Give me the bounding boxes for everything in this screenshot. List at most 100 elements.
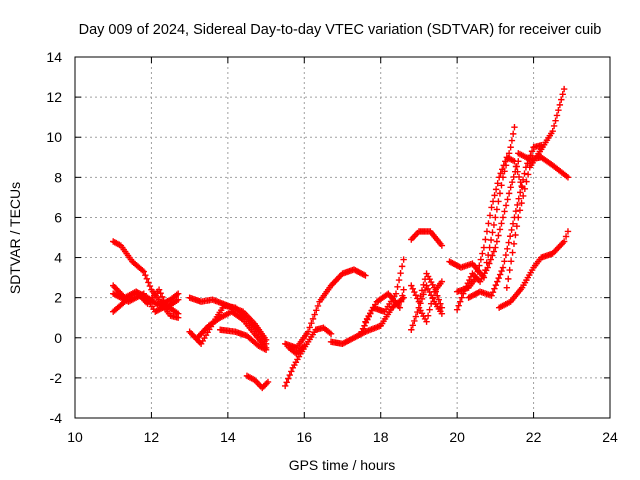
data-point (412, 313, 420, 320)
data-point (486, 212, 494, 219)
data-point (508, 178, 516, 186)
x-axis-label: GPS time / hours (289, 457, 396, 473)
data-point (489, 252, 496, 259)
data-point (496, 271, 504, 278)
data-point (396, 304, 404, 311)
data-point (513, 223, 521, 230)
series-track-v (453, 158, 522, 313)
data-point (311, 311, 318, 318)
data-point (400, 256, 407, 263)
y-tick-label: -2 (50, 370, 63, 386)
data-point (457, 298, 464, 305)
data-point (492, 186, 500, 193)
data-point (505, 239, 512, 246)
data-point (501, 208, 508, 215)
y-tick-label: 6 (54, 209, 62, 225)
series-track-u (453, 154, 526, 295)
data-point (493, 206, 501, 213)
series-track-d (110, 290, 182, 317)
data-point (359, 325, 367, 332)
data-point (455, 302, 462, 309)
data-point (474, 268, 481, 275)
data-point (281, 382, 289, 390)
data-point (360, 271, 368, 279)
series-track-y (495, 228, 572, 311)
data-point (408, 282, 415, 289)
data-point (528, 148, 536, 155)
series-track-g (194, 308, 270, 352)
data-point (496, 226, 504, 233)
data-point (477, 256, 485, 263)
data-point (314, 302, 322, 310)
data-point (480, 244, 488, 251)
x-tick-label: 14 (220, 429, 236, 445)
data-point (511, 123, 518, 131)
y-tick-label: 14 (46, 49, 62, 65)
data-point (506, 233, 514, 240)
data-point (264, 378, 272, 386)
data-point (504, 196, 511, 203)
data-point (495, 174, 503, 181)
data-point (262, 346, 270, 354)
data-point (556, 101, 564, 109)
data-point (435, 296, 442, 303)
data-point (358, 328, 365, 335)
data-point (562, 233, 570, 240)
data-point (417, 292, 424, 300)
data-point (146, 282, 154, 290)
data-point (395, 276, 403, 284)
data-point (411, 288, 418, 296)
data-point (506, 266, 513, 274)
data-point (495, 274, 502, 282)
data-point (521, 170, 528, 177)
data-point (427, 300, 435, 307)
data-point (411, 317, 418, 325)
data-point (145, 279, 152, 286)
data-point (304, 328, 312, 335)
data-point (515, 214, 522, 221)
data-point (489, 198, 497, 205)
x-tick-label: 22 (526, 429, 542, 445)
data-point (490, 248, 498, 255)
data-point (160, 297, 167, 304)
series-track-f (186, 294, 270, 343)
data-point (397, 269, 404, 277)
data-point (238, 315, 245, 322)
data-point (509, 220, 517, 227)
chart-title: Day 009 of 2024, Sidereal Day-to-day VTE… (79, 22, 602, 38)
x-tick-label: 18 (373, 429, 389, 445)
data-point (415, 298, 423, 305)
data-point (155, 286, 163, 293)
data-point (488, 292, 495, 299)
data-point (494, 278, 501, 285)
data-point (508, 226, 515, 234)
data-point (484, 264, 491, 271)
data-point (560, 85, 568, 93)
data-point (523, 178, 530, 185)
data-point (487, 236, 495, 244)
data-point (479, 250, 486, 257)
y-axis-label: SDTVAR / TECUs (7, 182, 23, 294)
data-point (558, 96, 565, 103)
data-point (505, 150, 513, 157)
data-point (466, 276, 473, 284)
data-point (486, 260, 493, 267)
data-point (383, 291, 391, 298)
data-point (476, 262, 483, 269)
data-point (483, 228, 491, 235)
series-track-s (415, 278, 446, 325)
data-point (398, 263, 406, 270)
data-point (559, 91, 566, 98)
data-point (426, 306, 433, 313)
data-point (309, 315, 317, 323)
data-point (492, 281, 500, 289)
data-point (362, 272, 369, 279)
data-point (486, 244, 493, 251)
data-point (518, 199, 525, 207)
data-point (420, 281, 427, 289)
x-tick-label: 20 (449, 429, 465, 445)
data-point (308, 319, 315, 327)
data-point (434, 292, 441, 299)
data-point (313, 307, 320, 314)
grid-layer (75, 57, 610, 418)
